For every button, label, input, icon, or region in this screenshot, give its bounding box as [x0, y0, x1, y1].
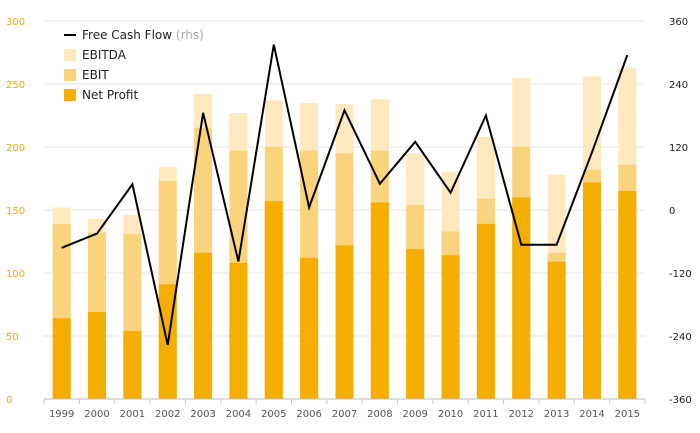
y-left-tick-label: 50 [6, 332, 19, 343]
legend-swatch-ebitda [64, 49, 76, 61]
x-tick-label: 2000 [84, 409, 109, 420]
bar-net-profit-2000 [88, 312, 107, 399]
bars [52, 67, 637, 400]
x-tick-label: 2011 [473, 409, 498, 420]
y-left-tick-label: 250 [6, 80, 25, 91]
y-left-tick-label: 150 [6, 206, 25, 217]
axes: 1999 2000 2001 2002 2003 2004 2005 2006 2007 2008… [6, 17, 692, 420]
x-tick-label: 2006 [296, 409, 321, 420]
y-left-tick-label: 100 [6, 269, 25, 280]
x-tick-label: 2001 [120, 409, 145, 420]
legend-label: EBITDA [82, 48, 127, 62]
bar-net-profit-2010 [441, 255, 460, 399]
legend-label: Net Profit [82, 88, 138, 102]
legend-label: EBIT [82, 68, 109, 82]
x-tick-label: 2010 [438, 409, 463, 420]
bar-net-profit-2013 [547, 261, 566, 399]
y-left-tick-label: 300 [6, 17, 25, 28]
bar-net-profit-2003 [194, 252, 213, 399]
y-right-tick-label: -240 [669, 332, 692, 343]
legend-label-suffix: (rhs) [172, 28, 204, 42]
x-tick-label: 2015 [615, 409, 640, 420]
bar-net-profit-2005 [264, 201, 283, 399]
legend-swatch-ebit [64, 69, 76, 81]
bar-net-profit-2008 [370, 202, 389, 399]
x-tick-label: 2002 [155, 409, 180, 420]
bar-net-profit-2011 [476, 223, 495, 399]
legend-label: Free Cash Flow (rhs) [82, 28, 204, 42]
x-tick-label: 2007 [332, 409, 357, 420]
y-right-tick-label: 120 [669, 143, 688, 154]
legend: Free Cash Flow (rhs) EBITDA EBIT Net Profit [64, 28, 204, 102]
x-tick-label: 2014 [579, 409, 604, 420]
legend-swatch-net-profit [64, 89, 76, 101]
bar-net-profit-2004 [229, 262, 248, 399]
bar-net-profit-2006 [300, 257, 319, 399]
x-tick-label: 2008 [367, 409, 392, 420]
x-tick-label: 2009 [402, 409, 427, 420]
y-right-tick-label: 240 [669, 80, 688, 91]
x-tick-label: 2013 [544, 409, 569, 420]
y-right-tick-label: 0 [669, 206, 675, 217]
bar-net-profit-2012 [512, 197, 531, 399]
free-cash-flow-polyline [61, 44, 629, 346]
y-right-tick-label: -360 [669, 395, 692, 406]
bar-net-profit-1999 [52, 318, 71, 399]
x-tick-label: 2012 [509, 409, 534, 420]
y-right-tick-label: -120 [669, 269, 692, 280]
y-left-tick-label: 0 [6, 395, 12, 406]
x-tick-label: 2004 [226, 409, 251, 420]
x-tick-label: 2003 [190, 409, 215, 420]
bar-net-profit-2009 [406, 249, 425, 399]
y-right-tick-label: 360 [669, 17, 688, 28]
bar-net-profit-2007 [335, 245, 354, 399]
bar-net-profit-2015 [618, 191, 637, 399]
y-left-tick-label: 200 [6, 143, 25, 154]
bar-net-profit-2001 [123, 330, 142, 399]
bar-net-profit-2014 [582, 182, 601, 399]
x-tick-label: 2005 [261, 409, 286, 420]
x-tick-label: 1999 [49, 409, 74, 420]
free-cash-flow-line [61, 44, 629, 346]
